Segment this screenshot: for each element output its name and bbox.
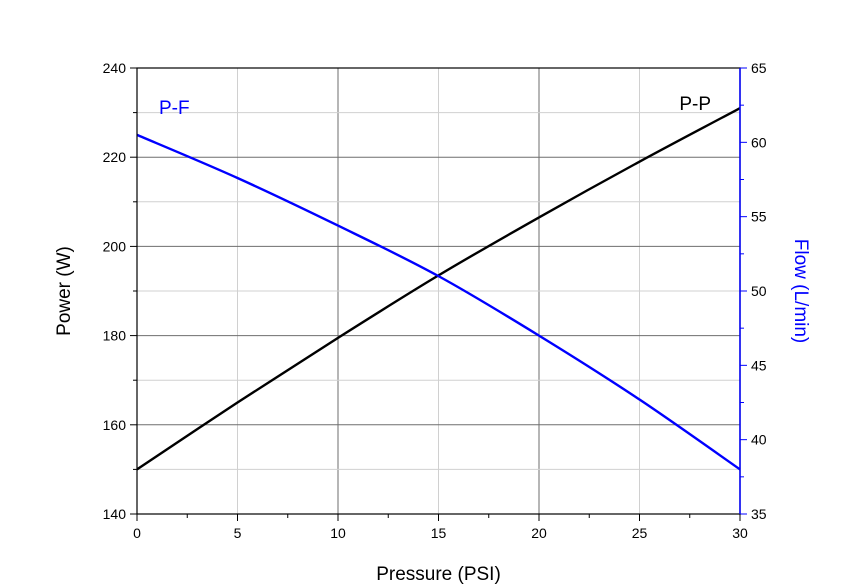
- y2-tick-label: 60: [751, 134, 767, 150]
- y-tick-label: 200: [103, 238, 127, 254]
- y-tick-label: 220: [103, 149, 127, 165]
- x-tick-label: 10: [330, 525, 346, 541]
- grid-lines: [136, 67, 741, 515]
- y2-axis-title: Flow (L/min): [790, 239, 811, 344]
- y2-tick-label: 50: [751, 283, 767, 299]
- y-tick-label: 240: [103, 60, 127, 76]
- y-tick-label: 160: [103, 417, 127, 433]
- y-tick-label: 180: [103, 328, 127, 344]
- x-tick-label: 15: [431, 525, 447, 541]
- data-series: [136, 107, 741, 471]
- x-tick-label: 25: [632, 525, 648, 541]
- y2-tick-label: 55: [751, 209, 767, 225]
- x-tick-label: 20: [531, 525, 547, 541]
- y2-tick-label: 35: [751, 506, 767, 522]
- tick-labels: 0 5 10 15 20 25 30 140 160 180 200 220 240 35 40 45 50 55…: [103, 60, 767, 541]
- y-axis-title: Power (W): [54, 246, 75, 336]
- x-tick-label: 5: [234, 525, 242, 541]
- y2-tick-label: 65: [751, 60, 767, 76]
- x-tick-label: 0: [133, 525, 141, 541]
- axis-ticks: [130, 67, 747, 521]
- y2-tick-label: 40: [751, 432, 767, 448]
- annotation-p-f: P-F: [159, 98, 190, 119]
- y2-tick-label: 45: [751, 357, 767, 373]
- x-axis-title: Pressure (PSI): [376, 564, 501, 584]
- y-tick-label: 140: [103, 506, 127, 522]
- x-tick-label: 30: [732, 525, 748, 541]
- series-line-p-f: [136, 133, 741, 471]
- annotation-p-p: P-P: [679, 94, 711, 115]
